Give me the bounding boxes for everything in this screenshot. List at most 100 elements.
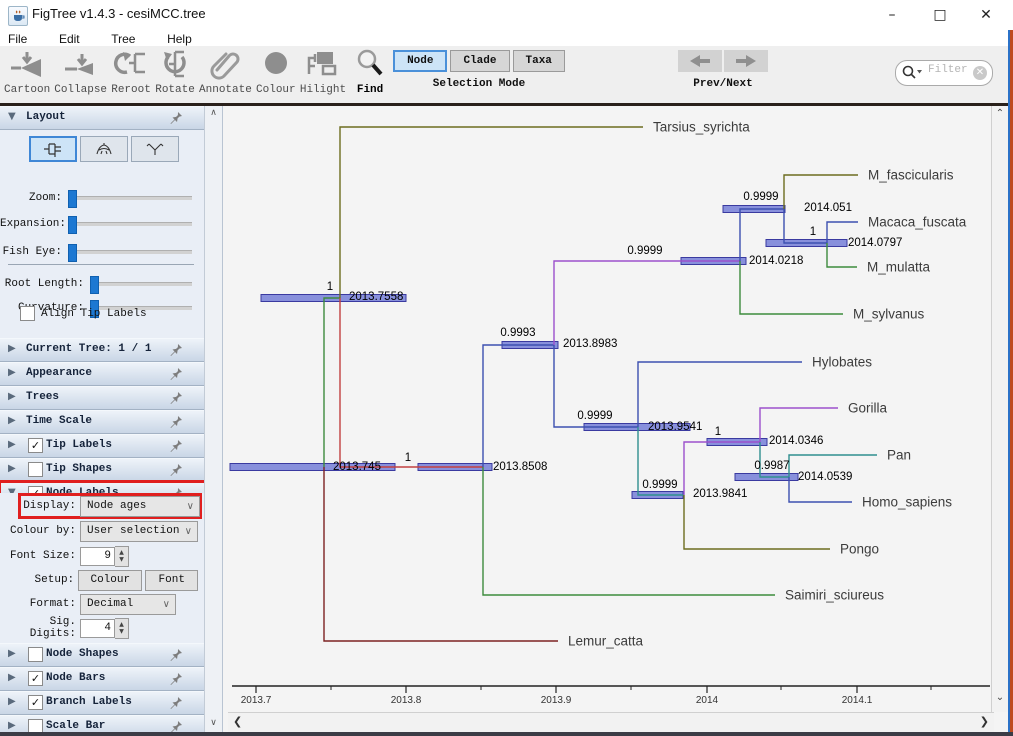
menu-edit[interactable]: Edit — [58, 32, 80, 46]
sidebar-section-scale-bar[interactable]: ▶ Scale Bar — [0, 715, 205, 736]
scroll-right-icon[interactable]: ❯ — [979, 715, 989, 728]
menu-help[interactable]: Help — [167, 32, 192, 46]
collapse-tool-button[interactable]: Collapse — [52, 48, 109, 97]
branch-to-node-2014.051[interactable] — [739, 208, 784, 261]
branch-to-M_mulatta[interactable] — [826, 243, 857, 268]
annotate-tool-button[interactable]: Annotate — [197, 48, 254, 97]
tip-label-M_sylvanus[interactable]: M_sylvanus — [853, 307, 925, 322]
branch-root-to-anthropoids[interactable] — [323, 297, 340, 467]
section-checkbox[interactable]: ✓ — [28, 438, 43, 453]
collapse-triangle-icon[interactable]: ▼ — [8, 487, 16, 498]
scroll-down-icon[interactable]: ∨ — [210, 718, 217, 728]
tip-label-Homo_sapiens[interactable]: Homo_sapiens — [862, 495, 952, 510]
section-checkbox[interactable]: ✓ — [28, 695, 43, 710]
selection-mode-clade-button[interactable]: Clade — [450, 50, 510, 72]
expand-triangle-icon[interactable]: ▶ — [8, 367, 16, 378]
branch-root-to-Lemur_catta[interactable] — [323, 467, 558, 642]
pin-icon[interactable] — [170, 463, 183, 481]
tip-label-Tarsius_syrichta[interactable]: Tarsius_syrichta — [653, 120, 750, 135]
scroll-up-icon[interactable]: ⌃ — [995, 108, 1005, 119]
tip-label-Macaca_fuscata[interactable]: Macaca_fuscata — [868, 215, 967, 230]
scroll-up-icon[interactable]: ∧ — [210, 108, 217, 118]
branch-to-Pongo[interactable] — [683, 495, 830, 550]
fisheye-slider[interactable] — [68, 244, 192, 262]
branch-to-Macaca_fuscata[interactable] — [826, 221, 858, 243]
sidebar-section-appearance[interactable]: ▶ Appearance — [0, 362, 205, 386]
display-dropdown[interactable]: Node ages ∨ — [80, 495, 200, 517]
expansion-slider-thumb[interactable] — [68, 216, 77, 234]
curvature-slider-thumb[interactable] — [90, 300, 99, 318]
branch-to-Hylobates[interactable] — [637, 361, 802, 427]
branch-to-Tarsius_syrichta[interactable] — [339, 126, 643, 298]
scroll-down-icon[interactable]: ⌄ — [995, 692, 1005, 703]
section-checkbox[interactable] — [28, 647, 43, 662]
selection-mode-node-button[interactable]: Node — [393, 50, 448, 72]
prev-button[interactable] — [678, 50, 722, 72]
tip-label-Pongo[interactable]: Pongo — [840, 542, 879, 557]
tree-horizontal-scrollbar[interactable]: ❮ ❯ — [228, 712, 994, 733]
tip-label-M_mulatta[interactable]: M_mulatta — [867, 260, 931, 275]
zoom-slider-thumb[interactable] — [68, 190, 77, 208]
pin-icon[interactable] — [170, 672, 183, 690]
sig-digits-spinner[interactable]: 4 ▲ ▼ — [80, 617, 129, 639]
branch-to-node-2013.9841[interactable] — [637, 427, 684, 496]
sidebar-section-time-scale[interactable]: ▶ Time Scale — [0, 410, 205, 434]
sidebar-section-node-bars[interactable]: ▶ ✓ Node Bars — [0, 667, 205, 691]
layout-rectangular-button[interactable] — [29, 136, 77, 162]
branch-to-node-2013.9541[interactable] — [553, 345, 638, 428]
branch-to-node-2014.0218[interactable] — [553, 260, 740, 345]
expand-triangle-icon[interactable]: ▶ — [8, 720, 16, 731]
branch-to-Homo_sapiens[interactable] — [788, 477, 852, 503]
sidebar-scrollbar[interactable]: ∧ ∨ — [204, 106, 222, 736]
expand-triangle-icon[interactable]: ▶ — [8, 648, 16, 659]
root-length-slider[interactable] — [90, 276, 192, 294]
pin-icon[interactable] — [170, 367, 183, 385]
branch-to-Gorilla[interactable] — [759, 407, 838, 442]
spinner-arrows-icon[interactable]: ▲ ▼ — [115, 545, 129, 567]
tip-label-Gorilla[interactable]: Gorilla — [848, 401, 888, 416]
tip-label-Hylobates[interactable]: Hylobates — [812, 355, 872, 370]
zoom-slider[interactable] — [68, 190, 192, 208]
align-tip-labels-checkbox[interactable] — [20, 306, 35, 321]
sidebar-section-trees[interactable]: ▶ Trees — [0, 386, 205, 410]
pin-icon[interactable] — [170, 111, 183, 129]
tip-label-Pan[interactable]: Pan — [887, 448, 911, 463]
menu-tree[interactable]: Tree — [111, 32, 136, 46]
sidebar-section-layout[interactable]: ▼ Layout — [0, 106, 205, 130]
tip-label-M_fascicularis[interactable]: M_fascicularis — [868, 168, 954, 183]
pin-icon[interactable] — [170, 696, 183, 714]
fisheye-slider-thumb[interactable] — [68, 244, 77, 262]
layout-polar-button[interactable] — [80, 136, 128, 162]
format-dropdown[interactable]: Decimal ∨ — [80, 593, 176, 615]
sidebar-section-tip-shapes[interactable]: ▶ Tip Shapes — [0, 458, 205, 482]
curvature-slider[interactable] — [90, 300, 192, 318]
branch-to-M_fascicularis[interactable] — [783, 174, 858, 209]
tip-label-Lemur_catta[interactable]: Lemur_catta — [568, 634, 644, 649]
expand-triangle-icon[interactable]: ▶ — [8, 343, 16, 354]
clear-filter-icon[interactable]: ✕ — [973, 66, 987, 80]
close-button[interactable]: ✕ — [980, 7, 992, 23]
setup-font-button[interactable]: Font — [145, 569, 199, 591]
rotate-tool-button[interactable]: Rotate — [153, 48, 197, 97]
find-tool-button[interactable]: Find — [348, 48, 392, 97]
pin-icon[interactable] — [170, 720, 183, 736]
menu-file[interactable]: File — [8, 32, 28, 46]
layout-radial-button[interactable] — [131, 136, 179, 162]
expand-triangle-icon[interactable]: ▶ — [8, 439, 16, 450]
expand-triangle-icon[interactable]: ▶ — [8, 696, 16, 707]
setup-colour-button[interactable]: Colour — [78, 569, 143, 591]
sidebar-section-tip-labels[interactable]: ▶ ✓ Tip Labels — [0, 434, 205, 458]
section-checkbox[interactable]: ✓ — [28, 671, 43, 686]
font-size-spinner[interactable]: 9 ▲ ▼ — [80, 545, 129, 567]
branch-to-Pan[interactable] — [788, 454, 877, 477]
sidebar-section-current-tree-1-1[interactable]: ▶ Current Tree: 1 / 1 — [0, 338, 205, 362]
expand-triangle-icon[interactable]: ▶ — [8, 672, 16, 683]
branch-to-M_sylvanus[interactable] — [739, 261, 843, 315]
branch-to-node-2014.0346[interactable] — [683, 441, 760, 495]
scroll-left-icon[interactable]: ❮ — [233, 715, 243, 728]
filter-input[interactable] — [926, 63, 972, 77]
expand-triangle-icon[interactable]: ▶ — [8, 415, 16, 426]
branch-to-Saimiri_sciureus[interactable] — [482, 467, 775, 596]
colour-by-dropdown[interactable]: User selection ∨ — [80, 520, 198, 542]
branch-to-node-2014.0797[interactable] — [783, 209, 827, 244]
